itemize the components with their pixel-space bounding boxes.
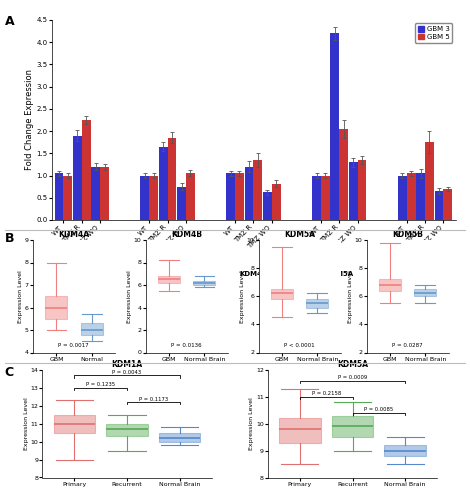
Bar (100, 166, 109, 220)
Title: KDM1A: KDM1A (111, 360, 142, 369)
Bar (272, 184, 281, 220)
Bar (306, 299, 328, 308)
Bar (186, 174, 195, 220)
Title: KDM5B: KDM5B (392, 230, 423, 239)
Bar (168, 138, 176, 220)
Bar (425, 142, 434, 220)
Bar (149, 176, 158, 220)
Text: P = 0.0287: P = 0.0287 (392, 343, 423, 348)
Bar (226, 174, 235, 220)
Y-axis label: Fold Change Expression: Fold Change Expression (24, 70, 33, 170)
Bar (235, 174, 244, 220)
Bar (416, 174, 425, 220)
Y-axis label: Expression Level: Expression Level (127, 270, 133, 322)
Bar (244, 166, 253, 220)
Bar (73, 136, 82, 220)
Bar (158, 276, 180, 283)
Bar (358, 160, 367, 220)
Text: P = 0.0017: P = 0.0017 (58, 343, 89, 348)
Bar (141, 176, 149, 220)
Bar (81, 324, 102, 334)
Bar (106, 424, 148, 436)
Bar (321, 176, 330, 220)
Bar (443, 189, 452, 220)
Bar (194, 280, 215, 285)
Bar (398, 176, 407, 220)
Bar (91, 166, 100, 220)
Text: A: A (5, 15, 14, 28)
Y-axis label: Expression Level: Expression Level (348, 270, 353, 322)
Text: KDM4A: KDM4A (153, 271, 182, 277)
Bar (159, 432, 200, 442)
Bar (349, 162, 358, 220)
Text: KDM1A (LSD1): KDM1A (LSD1) (53, 271, 110, 277)
Text: P = 0.0009: P = 0.0009 (338, 375, 367, 380)
Text: P < 0.0001: P < 0.0001 (284, 343, 314, 348)
Bar (435, 191, 443, 220)
Title: KDM5A: KDM5A (337, 360, 368, 369)
Text: P = 0.0136: P = 0.0136 (171, 343, 202, 348)
Bar (159, 146, 168, 220)
Bar (339, 129, 348, 220)
Bar (63, 176, 72, 220)
Legend: GBM 3, GBM 5: GBM 3, GBM 5 (415, 24, 453, 42)
Bar (330, 34, 339, 220)
Y-axis label: Expression Level: Expression Level (18, 270, 24, 322)
Bar (415, 289, 436, 296)
Text: P = 0.0043: P = 0.0043 (112, 370, 141, 375)
Bar (253, 160, 262, 220)
Y-axis label: Expression Level: Expression Level (24, 398, 29, 450)
Text: KDM4B: KDM4B (239, 271, 267, 277)
Bar (407, 174, 415, 220)
Text: B: B (5, 232, 14, 245)
Title: KDM5A: KDM5A (284, 230, 315, 239)
Bar (379, 280, 401, 290)
Bar (271, 289, 293, 299)
Bar (384, 446, 426, 456)
Text: P = 0.1173: P = 0.1173 (139, 396, 168, 402)
Bar (54, 415, 95, 432)
Bar (177, 186, 186, 220)
Y-axis label: Expression Level: Expression Level (240, 270, 245, 322)
Title: KDM4A: KDM4A (58, 230, 90, 239)
Text: KDM5B: KDM5B (411, 271, 439, 277)
Title: KDM4B: KDM4B (172, 230, 202, 239)
Bar (279, 418, 321, 442)
Bar (263, 192, 272, 220)
Text: P = 0.0085: P = 0.0085 (364, 408, 393, 412)
Text: P = 0.1235: P = 0.1235 (86, 382, 115, 388)
Bar (332, 416, 373, 437)
Bar (312, 176, 321, 220)
Text: C: C (5, 366, 14, 379)
Y-axis label: Expression Level: Expression Level (250, 398, 254, 450)
Bar (46, 296, 67, 319)
Bar (82, 120, 91, 220)
Text: P = 0.2158: P = 0.2158 (312, 392, 341, 396)
Text: KDM5A: KDM5A (325, 271, 353, 277)
Bar (55, 174, 63, 220)
